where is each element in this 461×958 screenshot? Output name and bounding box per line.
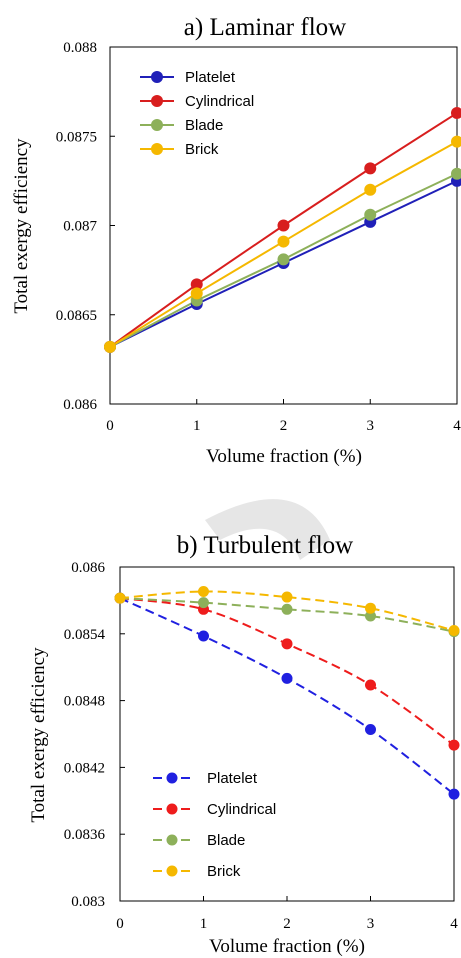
chart-b-x-ticks: 0 1 2 3 4 xyxy=(116,896,458,932)
legend-label-blade: Blade xyxy=(185,117,223,134)
chart-a-x-ticks: 0 1 2 3 4 xyxy=(106,399,461,434)
x-tick-label: 1 xyxy=(200,916,208,932)
legend-marker-platelet xyxy=(166,772,178,784)
x-tick-label: 0 xyxy=(106,418,114,434)
data-point-platelet xyxy=(448,788,460,800)
y-tick-label: 0.0848 xyxy=(64,694,105,710)
series-line-platelet xyxy=(119,597,455,795)
data-point-brick xyxy=(277,235,290,248)
legend-label-platelet: Platelet xyxy=(207,770,258,787)
y-tick-label: 0.086 xyxy=(63,397,97,413)
data-point-platelet xyxy=(365,724,376,736)
chart-b-x-label: Volume fraction (%) xyxy=(209,936,365,957)
data-point-cylindrical xyxy=(364,162,377,175)
data-point-brick xyxy=(364,183,377,196)
data-point-blade xyxy=(198,597,209,609)
data-point-brick xyxy=(451,135,461,148)
legend-label-blade: Blade xyxy=(207,832,245,849)
data-point-blade xyxy=(364,208,377,221)
x-tick-label: 3 xyxy=(367,916,375,932)
legend-marker-cylindrical xyxy=(166,803,178,815)
legend-marker-cylindrical xyxy=(151,95,163,107)
x-tick-label: 2 xyxy=(283,916,291,932)
data-point-brick xyxy=(198,585,209,597)
data-point-cylindrical xyxy=(448,739,460,751)
y-tick-label: 0.0875 xyxy=(56,129,97,145)
data-point-brick xyxy=(365,602,376,614)
chart-a-series xyxy=(104,107,461,353)
data-point-blade xyxy=(365,610,376,622)
y-tick-label: 0.087 xyxy=(63,219,97,235)
chart-b-series xyxy=(114,585,460,800)
legend-label-cylindrical: Cylindrical xyxy=(207,801,276,818)
data-point-cylindrical xyxy=(365,679,376,691)
legend-marker-blade xyxy=(166,834,178,846)
legend-label-brick: Brick xyxy=(185,141,219,158)
data-point-blade xyxy=(281,603,293,615)
legend-marker-blade xyxy=(151,119,163,131)
legend-marker-brick xyxy=(151,143,163,155)
chart-a: a) Laminar flow 0.0860.08650.0870.08750.… xyxy=(11,14,461,467)
data-point-cylindrical xyxy=(190,278,203,291)
chart-b-legend: Platelet Cylindrical Blade Brick xyxy=(153,770,276,880)
y-tick-label: 0.0842 xyxy=(64,760,105,776)
chart-a-x-label: Volume fraction (%) xyxy=(206,446,362,467)
chart-a-title: a) Laminar flow xyxy=(184,14,346,41)
data-point-blade xyxy=(451,167,461,180)
watermark-shape xyxy=(205,499,330,560)
y-tick-label: 0.086 xyxy=(71,560,105,576)
data-point-brick xyxy=(114,592,126,604)
data-point-brick xyxy=(281,591,293,603)
chart-b-y-ticks: 0.083 0.0836 0.0842 0.0848 0.0854 0.086 xyxy=(64,560,125,910)
chart-b-y-label: Total exergy efficiency xyxy=(28,647,49,823)
legend-label-cylindrical: Cylindrical xyxy=(185,93,254,110)
data-point-cylindrical xyxy=(277,219,290,232)
data-point-brick xyxy=(190,287,203,300)
y-tick-label: 0.0854 xyxy=(64,627,106,643)
data-point-brick xyxy=(104,340,116,353)
series-line-cylindrical xyxy=(119,597,455,746)
x-tick-label: 2 xyxy=(280,418,288,434)
data-point-platelet xyxy=(281,672,293,684)
y-tick-label: 0.0865 xyxy=(56,308,97,324)
y-tick-label: 0.088 xyxy=(63,40,97,56)
x-tick-label: 0 xyxy=(116,916,124,932)
chart-a-y-label: Total exergy efficiency xyxy=(11,138,32,314)
data-point-platelet xyxy=(198,630,209,642)
chart-a-legend: Platelet Cylindrical Blade Brick xyxy=(140,69,254,158)
legend-label-brick: Brick xyxy=(207,863,241,880)
legend-label-platelet: Platelet xyxy=(185,69,236,86)
y-tick-label: 0.083 xyxy=(71,894,105,910)
x-tick-label: 1 xyxy=(193,418,201,434)
data-point-cylindrical xyxy=(281,638,293,650)
chart-b: b) Turbulent flow 0.083 0.0836 0.0842 0.084… xyxy=(28,532,460,957)
chart-a-y-ticks: 0.086 0.0865 0.087 0.0875 0.088 xyxy=(56,40,115,413)
legend-marker-platelet xyxy=(151,71,163,83)
y-tick-label: 0.0836 xyxy=(64,827,106,843)
data-point-brick xyxy=(448,624,460,636)
chart-b-title: b) Turbulent flow xyxy=(177,532,353,559)
x-tick-label: 4 xyxy=(453,418,461,434)
x-tick-label: 4 xyxy=(450,916,458,932)
data-point-cylindrical xyxy=(451,107,461,120)
series-line-brick xyxy=(119,590,455,632)
data-point-blade xyxy=(277,253,290,266)
x-tick-label: 3 xyxy=(367,418,375,434)
legend-marker-brick xyxy=(166,865,178,877)
